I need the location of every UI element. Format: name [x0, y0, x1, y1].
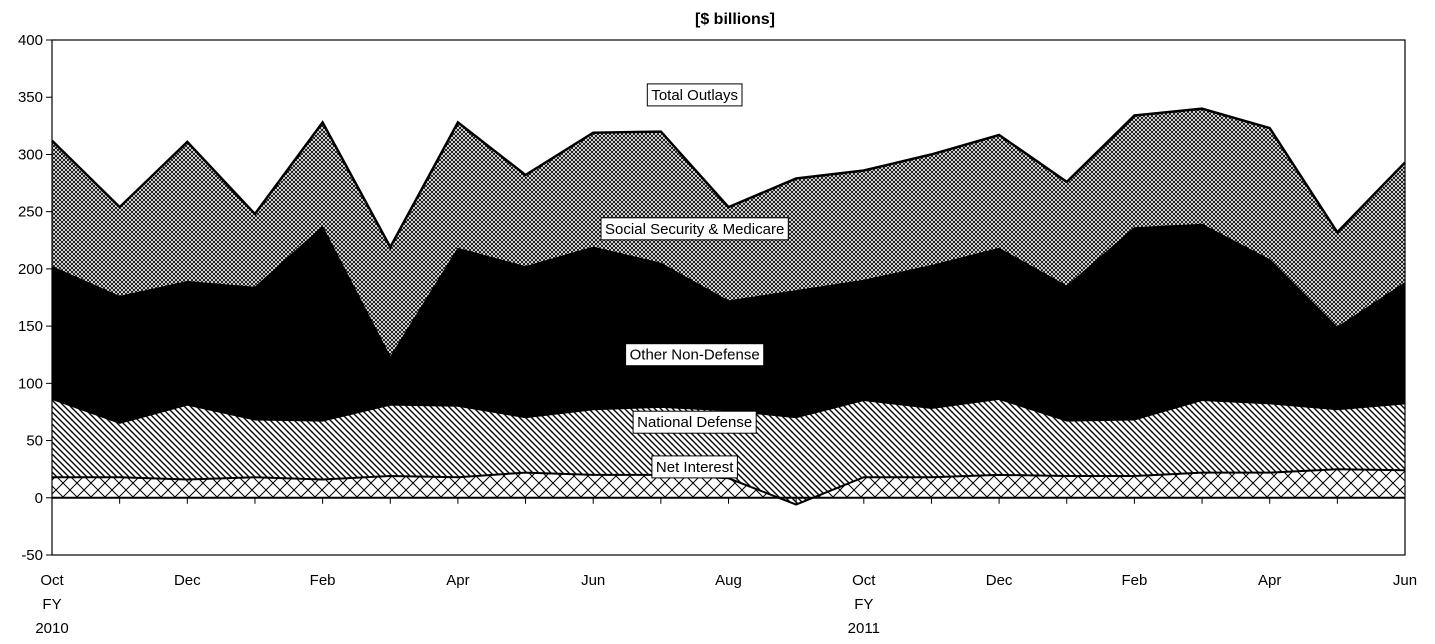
y-tick-label: 400	[18, 32, 43, 49]
label-text: Net Interest	[656, 459, 734, 476]
x-tick-label: Oct FY 2011	[848, 572, 880, 637]
x-tick-label: Dec	[986, 572, 1013, 589]
area-label-total-outlays: Total Outlays	[646, 83, 743, 107]
y-tick-label: 100	[18, 375, 43, 392]
y-tick-label: 50	[26, 433, 43, 450]
label-text: Total Outlays	[651, 87, 738, 104]
label-text: Social Security & Medicare	[605, 221, 784, 238]
x-tick-label: Apr	[446, 572, 469, 589]
area-national-defense	[52, 399, 1405, 505]
chart-title: [$ billions]	[695, 11, 775, 28]
y-tick-label: 150	[18, 318, 43, 335]
y-tick-label: 250	[18, 204, 43, 221]
y-tick-label: 350	[18, 89, 43, 106]
x-tick-label: Feb	[310, 572, 336, 589]
x-tick-label: Apr	[1258, 572, 1281, 589]
area-label-other-non-defense: Other Non-Defense	[625, 343, 765, 367]
label-text: National Defense	[637, 414, 752, 431]
x-tick-label: Aug	[715, 572, 742, 589]
y-tick-label: -50	[21, 547, 43, 564]
x-tick-label: Jun	[1393, 572, 1417, 589]
label-box	[646, 83, 743, 107]
label-box	[625, 343, 765, 367]
label-box	[651, 455, 738, 479]
label-box	[600, 217, 789, 241]
area-label-national-defense: National Defense	[632, 410, 757, 434]
area-other-non-defense	[52, 224, 1405, 424]
line-other-non-defense	[51, 223, 1406, 359]
area-label-social-security-medicare: Social Security & Medicare	[600, 217, 789, 241]
plot-frame	[51, 39, 1406, 556]
y-tick-label: 200	[18, 261, 43, 278]
line-total-outlays	[51, 107, 1406, 250]
stacked-areas	[52, 108, 1405, 505]
area-net-interest	[52, 469, 1405, 505]
area-labels: Total Outlays Social Security & Medicare O…	[600, 83, 789, 479]
label-box	[632, 410, 757, 434]
x-tick-label: Jun	[581, 572, 605, 589]
y-tick-label: 300	[18, 146, 43, 163]
y-tick-label: 0	[35, 490, 43, 507]
x-tick-label: Oct FY 2010	[35, 572, 68, 637]
x-tick-label: Feb	[1121, 572, 1147, 589]
axes: -50 0 50 100 150 200 250 300 350 400 Oct FY 2010 Dec F…	[18, 32, 1417, 637]
x-tick-label: Dec	[174, 572, 201, 589]
label-text: Other Non-Defense	[630, 347, 760, 364]
area-label-net-interest: Net Interest	[651, 455, 738, 479]
